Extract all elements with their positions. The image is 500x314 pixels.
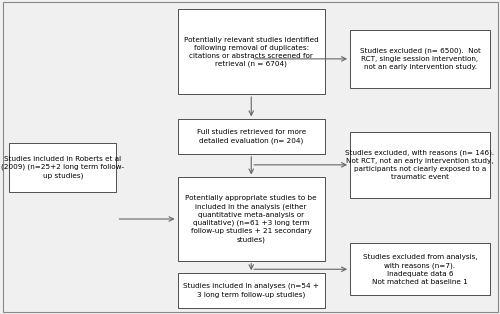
Text: Studies included in Roberts et al
(2009) (n=25+2 long term follow-
up studies): Studies included in Roberts et al (2009)… <box>1 156 124 179</box>
Text: Potentially appropriate studies to be
included in the analysis (either
quantitat: Potentially appropriate studies to be in… <box>186 195 317 243</box>
Text: Potentially relevant studies identified
following removal of duplicates:
citatio: Potentially relevant studies identified … <box>184 36 318 67</box>
FancyBboxPatch shape <box>178 273 325 308</box>
FancyBboxPatch shape <box>350 30 490 88</box>
Text: Studies excluded from analysis,
with reasons (n=7).
Inadequate data 6
Not matche: Studies excluded from analysis, with rea… <box>362 254 478 284</box>
FancyBboxPatch shape <box>178 177 325 261</box>
Text: Studies excluded, with reasons (n= 146).
Not RCT, not an early intervention stud: Studies excluded, with reasons (n= 146).… <box>346 149 494 180</box>
Text: Full studies retrieved for more
detailed evaluation (n= 204): Full studies retrieved for more detailed… <box>196 129 306 144</box>
FancyBboxPatch shape <box>178 9 325 94</box>
FancyBboxPatch shape <box>350 243 490 295</box>
FancyBboxPatch shape <box>178 119 325 154</box>
FancyBboxPatch shape <box>350 132 490 198</box>
Text: Studies included in analyses (n=54 +
3 long term follow-up studies): Studies included in analyses (n=54 + 3 l… <box>183 283 320 298</box>
Text: Studies excluded (n= 6500).  Not
RCT, single session intervention,
not an early : Studies excluded (n= 6500). Not RCT, sin… <box>360 48 480 70</box>
FancyBboxPatch shape <box>9 143 117 192</box>
